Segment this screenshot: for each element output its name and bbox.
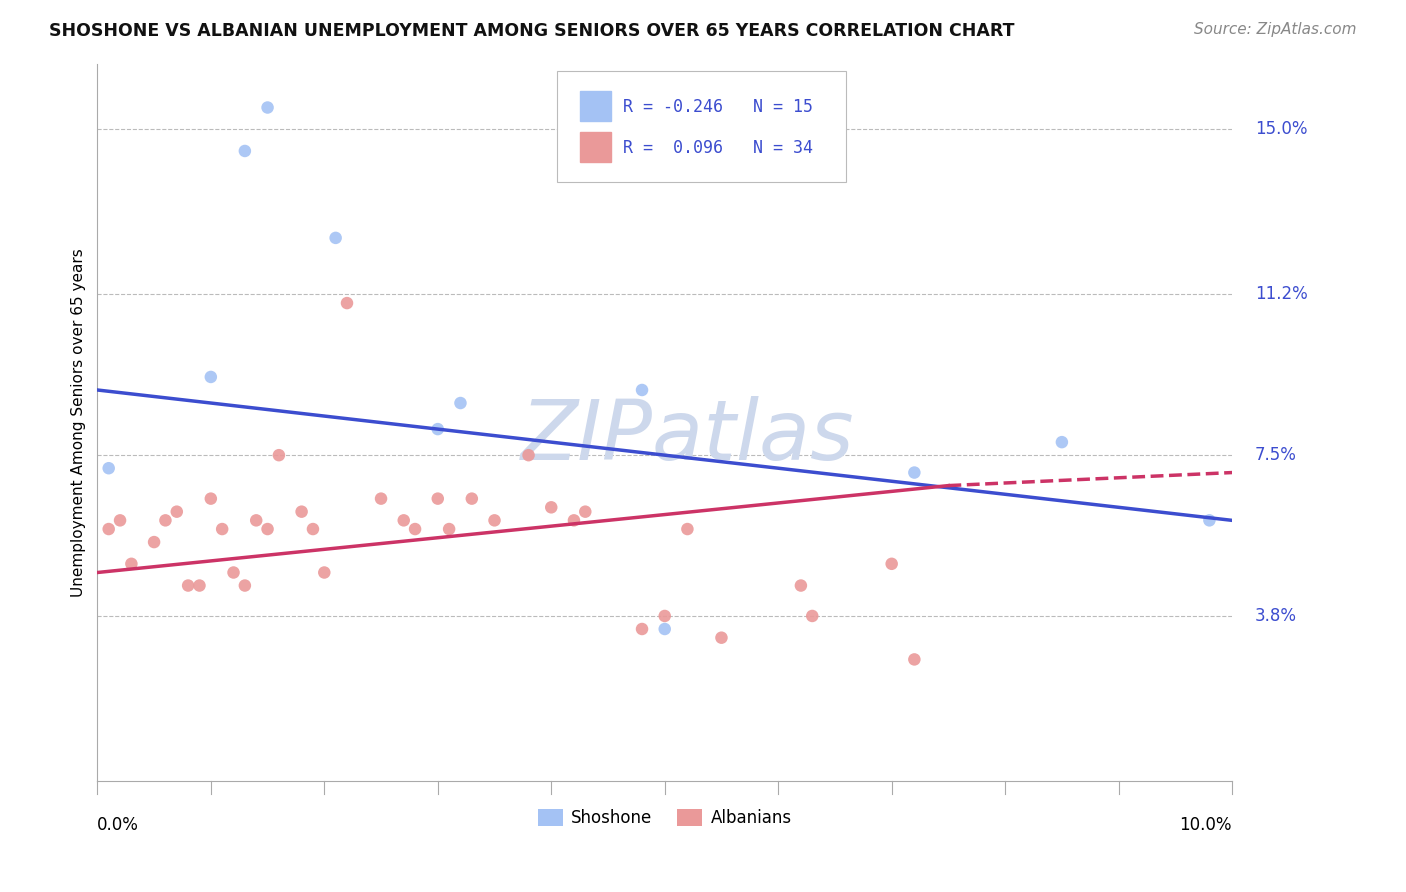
Point	[880, 557, 903, 571]
Text: Source: ZipAtlas.com: Source: ZipAtlas.com	[1194, 22, 1357, 37]
Text: 7.5%: 7.5%	[1254, 446, 1296, 464]
FancyBboxPatch shape	[557, 71, 846, 182]
Point	[461, 491, 484, 506]
Point	[426, 491, 449, 506]
Point	[155, 513, 177, 527]
Text: 15.0%: 15.0%	[1254, 120, 1308, 138]
Point	[200, 491, 222, 506]
Legend: Shoshone, Albanians: Shoshone, Albanians	[531, 802, 799, 834]
Point	[710, 631, 733, 645]
Text: 11.2%: 11.2%	[1254, 285, 1308, 303]
Point	[801, 609, 824, 624]
Point	[302, 522, 325, 536]
Text: R = -0.246   N = 15: R = -0.246 N = 15	[623, 98, 813, 116]
Text: 10.0%: 10.0%	[1180, 816, 1232, 834]
Point	[245, 513, 267, 527]
Point	[1198, 513, 1220, 527]
Point	[267, 448, 290, 462]
Point	[336, 296, 359, 310]
Point	[903, 466, 925, 480]
Point	[233, 144, 256, 158]
Point	[177, 578, 200, 592]
Point	[314, 566, 336, 580]
Point	[370, 491, 392, 506]
Point	[108, 513, 131, 527]
Point	[1050, 435, 1073, 450]
Point	[200, 370, 222, 384]
Point	[562, 513, 585, 527]
Point	[120, 557, 142, 571]
Text: SHOSHONE VS ALBANIAN UNEMPLOYMENT AMONG SENIORS OVER 65 YEARS CORRELATION CHART: SHOSHONE VS ALBANIAN UNEMPLOYMENT AMONG …	[49, 22, 1015, 40]
Point	[631, 622, 654, 636]
Point	[903, 652, 925, 666]
Point	[143, 535, 166, 549]
Point	[437, 522, 460, 536]
Point	[654, 622, 676, 636]
Point	[211, 522, 233, 536]
Point	[790, 578, 813, 592]
Point	[325, 231, 347, 245]
Point	[484, 513, 506, 527]
Point	[631, 383, 654, 397]
Point	[166, 505, 188, 519]
Y-axis label: Unemployment Among Seniors over 65 years: Unemployment Among Seniors over 65 years	[72, 248, 86, 597]
Point	[256, 101, 278, 115]
Text: R =  0.096   N = 34: R = 0.096 N = 34	[623, 139, 813, 157]
Text: 0.0%: 0.0%	[97, 816, 139, 834]
Point	[426, 422, 449, 436]
Point	[450, 396, 472, 410]
Point	[676, 522, 699, 536]
Point	[574, 505, 596, 519]
Point	[97, 461, 120, 475]
Point	[222, 566, 245, 580]
Point	[97, 522, 120, 536]
Bar	[579, 132, 612, 162]
Text: ZIPatlas: ZIPatlas	[520, 396, 855, 477]
Point	[233, 578, 256, 592]
Point	[517, 448, 540, 462]
Point	[291, 505, 314, 519]
Bar	[579, 91, 612, 121]
Point	[256, 522, 278, 536]
Point	[392, 513, 415, 527]
Point	[404, 522, 426, 536]
Point	[188, 578, 211, 592]
Point	[654, 609, 676, 624]
Text: 3.8%: 3.8%	[1254, 607, 1296, 625]
Point	[540, 500, 562, 515]
